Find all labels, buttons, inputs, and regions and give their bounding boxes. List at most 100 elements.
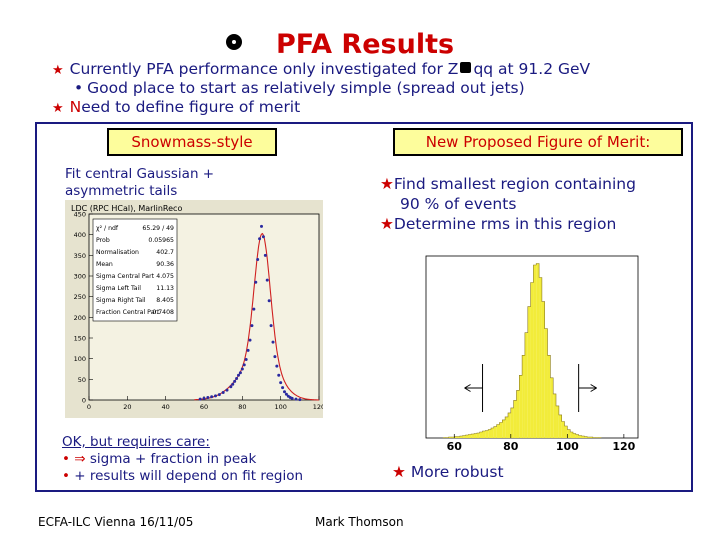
range-arrows [464, 364, 597, 412]
hist-bar [561, 421, 565, 438]
data-point [258, 237, 262, 241]
stat-name: Mean [96, 261, 113, 268]
x-tick-label: 0 [87, 403, 91, 411]
hist-bar [485, 430, 489, 438]
hist-bar [575, 434, 579, 438]
dot-bullet-icon: • [62, 468, 70, 484]
hist-bar [502, 419, 506, 438]
hist-bar [468, 434, 472, 438]
data-point [240, 367, 244, 371]
hist-bar [448, 436, 452, 438]
data-point [225, 388, 229, 392]
x-tick-label: 40 [162, 403, 170, 411]
hist-bar [564, 425, 568, 438]
stat-name: Sigma Central Part [96, 273, 155, 280]
star-icon: ★ [380, 215, 394, 233]
stat-value: 0.7408 [152, 309, 174, 316]
fit-plot: LDC (RPC HCal), MarlinReco χ² / ndf 65.29… [65, 200, 323, 418]
data-point [254, 280, 258, 284]
hist-bar [505, 416, 508, 438]
hist-x-tick-label: 100 [556, 440, 579, 453]
stat-value: 11.13 [156, 285, 174, 292]
hist-x-tick-label: 120 [612, 440, 635, 453]
arrow-head-icon [590, 384, 597, 392]
data-point [235, 377, 239, 381]
hist-bar [533, 264, 537, 438]
x-tick-label: 60 [200, 403, 208, 411]
hist-bar [522, 355, 525, 438]
left-axes: 0 20 40 60 80 100 120 0 50 100 150 200 250 300 350 400 4… [74, 211, 323, 412]
y-tick-label: 50 [78, 376, 86, 384]
data-point [244, 357, 248, 361]
fom-item-2: Determine rms in this region [393, 215, 617, 233]
bullet-1-sub: • Good place to start as relatively simpl… [74, 79, 525, 97]
hist-bar [471, 433, 475, 438]
hist-bar [572, 433, 576, 438]
hist-bar [530, 282, 534, 438]
hist-bar [558, 414, 562, 438]
data-point [198, 397, 202, 401]
hist-bar [465, 434, 469, 438]
data-point [279, 381, 283, 385]
stats-box [92, 218, 178, 322]
data-point [298, 398, 302, 402]
data-point [238, 371, 242, 375]
data-point [277, 373, 281, 377]
hist-axis: 60 80 100 120 [447, 434, 636, 453]
data-point [210, 395, 214, 399]
hist-bar [581, 435, 585, 438]
y-tick-label: 250 [74, 293, 86, 301]
footer-left: ECFA-ILC Vienna 16/11/05 [38, 515, 194, 529]
data-point [202, 396, 206, 400]
data-point [217, 393, 221, 397]
x-tick-label: 100 [274, 403, 286, 411]
fom-header-initial: N [425, 133, 437, 151]
hist-bar [491, 427, 494, 438]
y-tick-label: 450 [74, 211, 86, 219]
stat-value: 8.405 [156, 297, 174, 304]
star-icon: ★ [52, 101, 64, 116]
data-point [271, 340, 275, 344]
bullet-2-initial: N [69, 98, 82, 116]
hist-bar [584, 436, 588, 438]
data-point [233, 379, 237, 383]
hist-bar [587, 436, 590, 438]
hist-bar [536, 263, 540, 438]
stat-name: Fraction Central Part [96, 309, 160, 316]
hist-bar [527, 306, 531, 438]
hist-bar [556, 405, 559, 438]
hist-bar [553, 393, 557, 438]
stat-name: χ² / ndf [96, 225, 119, 232]
snowmass-header-label: Snowmass-style [131, 133, 253, 151]
y-tick-label: 200 [74, 314, 86, 322]
fom-item-1b: 90 % of events [400, 195, 517, 213]
stat-value: 65.29 / 49 [142, 225, 174, 232]
dot-bullet-icon: • [62, 451, 70, 467]
hist-bar [539, 277, 542, 438]
data-point [237, 373, 240, 377]
arrow-head-icon [464, 384, 471, 392]
stat-name: Prob [96, 237, 110, 244]
bullet-1-prefix: Currently PFA performance only investiga… [69, 60, 459, 78]
stat-name: Sigma Right Tail [96, 297, 146, 304]
data-point [221, 391, 225, 395]
data-point [265, 278, 269, 282]
hist-bar [541, 301, 545, 438]
histogram-plot: 60 80 100 120 [425, 255, 639, 453]
stat-value: 402.7 [156, 249, 174, 256]
data-point [290, 396, 294, 400]
data-points [198, 224, 302, 402]
bullet-1-sub-text: Good place to start as relatively simple… [87, 79, 525, 97]
footer-center: Mark Thomson [315, 515, 404, 529]
hist-bar [454, 436, 458, 438]
fit-line-2: asymmetric tails [65, 183, 178, 199]
star-icon: ★ [380, 175, 394, 193]
data-point [263, 253, 267, 257]
x-tick-label: 20 [123, 403, 131, 411]
care-line-1: sigma + fraction in peak [89, 451, 257, 467]
data-point [229, 385, 233, 389]
data-point [273, 355, 277, 359]
hist-bar [578, 435, 582, 438]
data-point [281, 386, 285, 390]
